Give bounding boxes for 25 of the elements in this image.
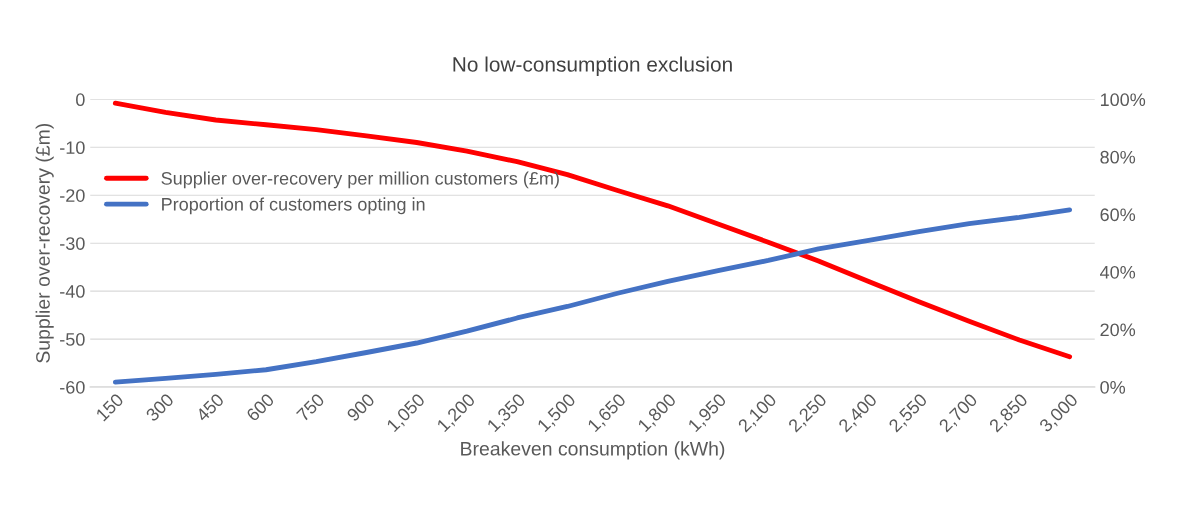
y2-tick-label: 60%	[1100, 208, 1136, 222]
y-tick-label: 0	[76, 93, 85, 107]
y2-tick-label: 40%	[1100, 265, 1136, 279]
x-tick-label: 300	[145, 392, 175, 423]
y-tick-label: -30	[60, 237, 85, 250]
x-tick-label: 750	[295, 392, 326, 422]
y2-tick-label: 100%	[1100, 93, 1146, 107]
y-tick-label: -60	[60, 380, 85, 394]
legend-label: Supplier over-recovery per million customers (£m)	[161, 171, 559, 189]
y2-tick-label: 0%	[1100, 380, 1126, 394]
y-tick-label: -10	[60, 141, 85, 155]
x-axis-title: Breakeven consumption (kWh)	[461, 441, 725, 460]
y2-tick-label: 80%	[1100, 150, 1136, 164]
x-tick-label: 150	[95, 392, 125, 422]
y-tick-label: -50	[60, 333, 85, 346]
line-series	[112, 100, 1073, 360]
y2-tick-label: 20%	[1100, 323, 1136, 337]
y-tick-label: -20	[60, 189, 85, 202]
x-tick-label: 600	[245, 392, 275, 422]
chart-title: No low-consumption exclusion	[453, 56, 732, 76]
x-tick-label: 450	[195, 392, 225, 423]
legend-label: Proportion of customers opting in	[162, 197, 425, 215]
x-tick-label: 900	[346, 392, 376, 422]
y-axis-title: Supplier over-recovery (£m)	[35, 123, 54, 363]
y-tick-label: -40	[60, 285, 85, 298]
